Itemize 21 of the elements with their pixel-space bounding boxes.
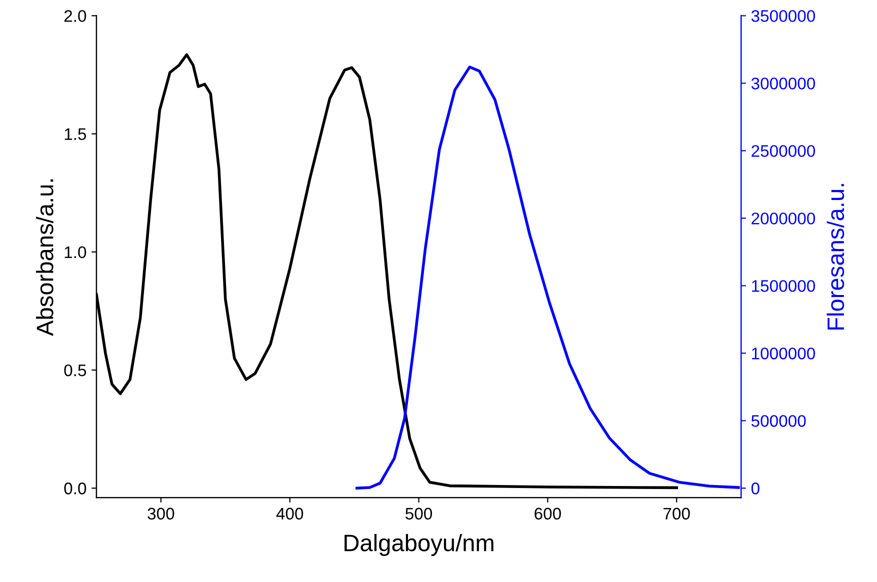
y2-axis-title: Floresans/a.u. xyxy=(826,184,844,330)
y2-tick-label: 1500000 xyxy=(752,280,816,292)
y-tick-label: 0.5 xyxy=(64,364,86,376)
x-tick-label: 500 xyxy=(406,508,432,520)
y2-tick-label: 3000000 xyxy=(751,78,816,90)
y2-tick-label: 0 xyxy=(751,482,760,494)
y2-tick-label: 2000000 xyxy=(752,212,816,224)
x-axis-title: Dalgaboyu/nm xyxy=(344,534,494,556)
x-tick-label: 300 xyxy=(148,508,174,520)
x-tick-label: 600 xyxy=(534,508,561,520)
y-axis-title: Absorbans/a.u. xyxy=(36,179,54,336)
x-tick-label: 400 xyxy=(276,508,304,520)
y2-tick-label: 3500000 xyxy=(751,10,816,22)
y2-tick-label: 500000 xyxy=(751,415,806,427)
y-tick-label: 1.5 xyxy=(64,128,86,140)
x-tick-label: 700 xyxy=(664,508,690,520)
y-tick-label: 2.0 xyxy=(64,10,86,22)
y-tick-label: 1.0 xyxy=(64,246,86,258)
y-tick-label: 0.0 xyxy=(64,482,86,494)
y2-tick-label: 2500000 xyxy=(752,145,816,157)
y2-tick-label: 1000000 xyxy=(752,348,816,360)
